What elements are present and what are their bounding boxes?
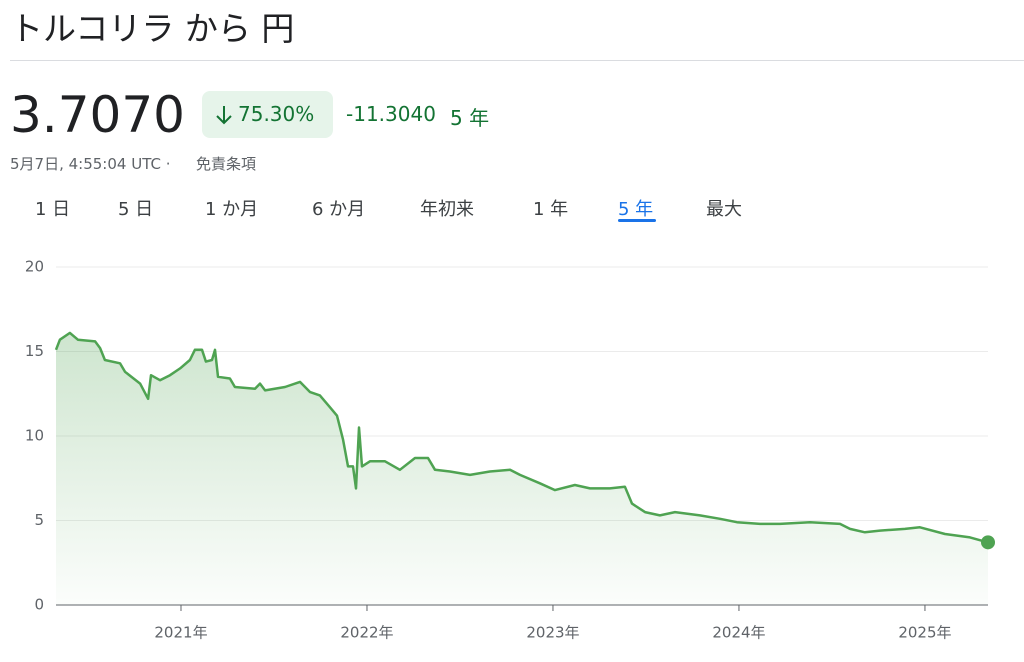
line [54, 331, 989, 544]
down-arrow-icon [216, 106, 232, 125]
change-percent: 75.30% [238, 102, 315, 126]
y-tick-label: 15 [25, 342, 44, 360]
title: トルコリラ から 円 [10, 9, 295, 48]
range-tab[interactable]: 1 日 [35, 199, 71, 220]
range-tab[interactable]: 1 か月 [205, 199, 259, 220]
change-value: -11.3040 [346, 102, 436, 126]
range-tab[interactable]: 6 か月 [312, 199, 366, 220]
x-tick-label: 2024年 [712, 624, 765, 642]
area [56, 332, 988, 605]
y-tick-label: 5 [34, 511, 44, 529]
range-tab[interactable]: 最大 [706, 199, 742, 220]
y-tick-label: 10 [25, 427, 44, 445]
divider [10, 60, 1024, 61]
range-tab[interactable]: 1 年 [533, 199, 569, 220]
price: 3.7070 [10, 86, 185, 144]
tab-underline [618, 219, 656, 222]
last-point [981, 535, 995, 550]
x-tick-label: 2022年 [340, 624, 393, 642]
range-tab[interactable]: 年初来 [420, 199, 474, 220]
chart: 0 5 10 15 20 2021年 2022年 2023年 2024年 2025年 [25, 258, 995, 642]
timestamp: 5月7日, 4:55:04 UTC · [10, 155, 171, 173]
change-period: 5 年 [450, 106, 490, 130]
x-tick-label: 2021年 [154, 624, 207, 642]
range-tab[interactable]: 5 年 [618, 199, 654, 220]
y-tick-label: 20 [25, 258, 44, 276]
range-tab[interactable]: 5 日 [118, 199, 154, 220]
x-tick-label: 2025年 [898, 624, 951, 642]
x-tick-label: 2023年 [526, 624, 579, 642]
y-tick-label: 0 [34, 596, 44, 614]
disclaimer-link[interactable]: 免責条項 [196, 155, 257, 173]
